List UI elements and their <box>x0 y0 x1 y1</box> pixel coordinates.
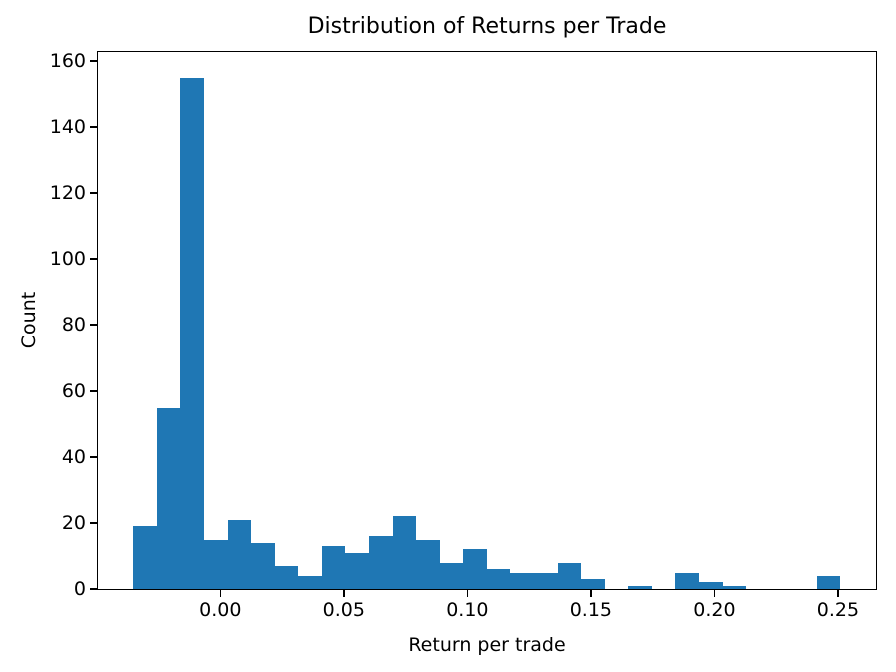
y-tick-mark <box>90 192 97 194</box>
x-axis-label: Return per trade <box>408 634 566 656</box>
y-tick-label: 0 <box>73 578 86 600</box>
x-tick-mark <box>837 590 839 597</box>
histogram-bar <box>228 519 251 589</box>
histogram-bar <box>345 552 369 589</box>
x-tick-label: 0.25 <box>816 599 860 621</box>
x-tick-label: 0.10 <box>446 599 489 621</box>
y-tick-mark <box>90 390 97 392</box>
x-tick-label: 0.00 <box>199 599 242 621</box>
x-tick-label: 0.05 <box>322 599 365 621</box>
x-tick-mark <box>590 590 592 597</box>
histogram-bar <box>487 569 510 589</box>
histogram-bar <box>204 539 228 589</box>
histogram-bar <box>157 407 180 589</box>
x-tick-mark <box>466 590 469 597</box>
histogram-bar <box>275 565 298 589</box>
histogram-bar <box>393 516 416 589</box>
x-tick-mark <box>343 590 345 597</box>
y-tick-label: 100 <box>49 248 86 271</box>
histogram-bar <box>628 585 652 589</box>
y-tick-mark <box>90 588 97 590</box>
histogram-bar <box>699 582 723 589</box>
histogram-bar <box>322 546 345 589</box>
y-tick-label: 120 <box>49 182 86 205</box>
histogram-bar <box>180 77 204 589</box>
y-tick-label: 60 <box>61 380 86 403</box>
y-tick-label: 160 <box>49 50 86 73</box>
histogram-bar <box>675 572 699 589</box>
histogram-bar <box>581 579 605 589</box>
y-tick-label: 40 <box>61 446 86 469</box>
y-tick-label: 20 <box>61 512 86 534</box>
y-tick-mark <box>90 324 97 326</box>
histogram-bar <box>416 539 440 589</box>
chart-title: Distribution of Returns per Trade <box>307 14 667 39</box>
y-tick-label: 80 <box>61 314 86 337</box>
x-tick-mark <box>713 590 716 597</box>
histogram-bar <box>369 536 393 589</box>
histogram-bar <box>510 572 534 589</box>
y-tick-mark <box>90 522 97 524</box>
y-tick-mark <box>90 456 97 458</box>
histogram-bar <box>133 526 157 589</box>
histogram-bar <box>534 572 558 589</box>
plot-area <box>97 51 877 590</box>
y-tick-label: 140 <box>49 116 86 139</box>
histogram-bar <box>298 575 322 589</box>
y-tick-mark <box>90 60 97 62</box>
x-tick-label: 0.15 <box>569 599 613 621</box>
histogram-bar <box>817 575 840 589</box>
histogram-bar <box>440 562 463 589</box>
x-tick-label: 0.20 <box>693 599 736 621</box>
y-tick-mark <box>90 126 97 128</box>
histogram-bar <box>723 585 746 589</box>
histogram-bar <box>251 542 275 589</box>
histogram-bar <box>558 562 581 589</box>
histogram-bar <box>463 549 487 589</box>
y-tick-mark <box>90 258 97 260</box>
x-tick-mark <box>219 590 222 597</box>
bars-layer <box>98 52 876 589</box>
